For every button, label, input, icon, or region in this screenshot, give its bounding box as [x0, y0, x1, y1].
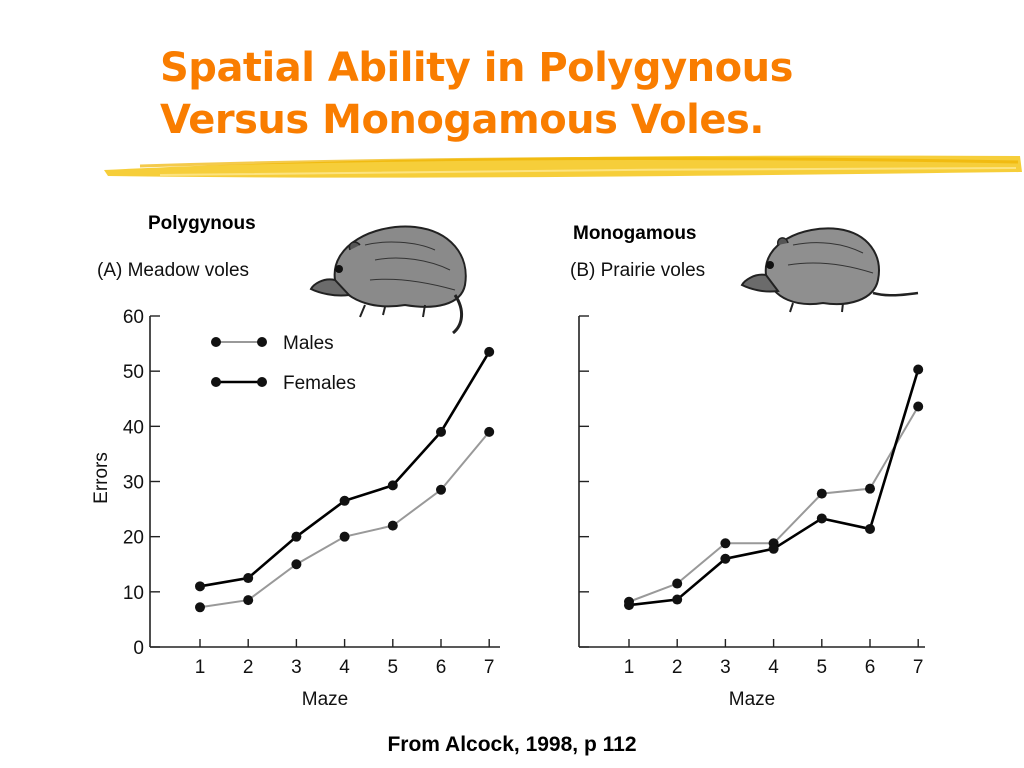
panel-0-x-tick-label: 3	[291, 657, 302, 678]
panel-0-x-tick-label: 7	[484, 657, 495, 678]
panel-0-title: (A) Meadow voles	[97, 260, 249, 281]
panel-0-series-females-point	[484, 346, 495, 357]
panel-1-series-males-point	[672, 578, 683, 589]
panel-1-series-females-point	[624, 600, 634, 611]
panel-1-series-females-point	[720, 553, 731, 564]
panel-0-series-females-point	[195, 581, 205, 592]
panel-0-series-males-point	[339, 531, 350, 542]
panel-0-series-females-point	[243, 573, 254, 584]
panel-1-series-males-line	[628, 405, 920, 603]
panel-0-series-females-point	[339, 495, 350, 506]
legend-females-marker-left	[211, 377, 221, 387]
panel-0-series-males-point	[195, 602, 205, 613]
panel-0-y-tick-label: 10	[123, 583, 144, 604]
legend-males-label: Males	[283, 333, 334, 354]
source-citation: From Alcock, 1998, p 112	[387, 733, 637, 756]
panel-0-series-males-point	[291, 559, 302, 570]
panel-1-series-females-line	[628, 369, 920, 607]
panel-1-x-tick-label: 4	[768, 657, 779, 678]
panel-0-series-males-point	[484, 426, 495, 437]
panel-1-x-tick-label: 5	[817, 657, 828, 678]
panel-1-series-males-point	[913, 401, 924, 412]
panel-1-x-axis-label: Maze	[729, 689, 775, 710]
panel-0-x-tick-label: 5	[388, 657, 399, 678]
prairie-vole-illustration	[740, 227, 919, 313]
panel-0-y-tick-label: 30	[123, 473, 144, 494]
panel-1-series-males-point	[865, 483, 875, 494]
panel-0-y-tick-label: 40	[123, 417, 144, 438]
panel-1-x-tick-label: 1	[624, 657, 635, 678]
slide-title: Spatial Ability in Polygynous Versus Mon…	[160, 42, 793, 146]
panel-0-series-males-point	[436, 484, 446, 495]
panel-0-y-tick-label: 50	[123, 362, 144, 383]
panel-0-x-tick-label: 6	[436, 657, 447, 678]
panel-1-series-females-point	[768, 543, 779, 554]
panel-0-series-males-line	[199, 431, 490, 609]
panel-0-y-tick-label: 60	[123, 307, 144, 328]
panel-1-series-females-point	[865, 523, 875, 534]
legend-males-marker-left	[211, 337, 221, 347]
panel-1-series-females-point	[913, 364, 924, 375]
panel-0-y-tick-label: 0	[133, 638, 144, 659]
panel-1-series-males-point	[816, 488, 827, 499]
legend-males-marker-right	[257, 337, 267, 347]
panel-1-series-females-point	[816, 513, 827, 524]
title-line-2: Versus Monogamous Voles.	[160, 97, 764, 143]
panel-1-series-males-point	[720, 538, 731, 549]
legend-females-marker-right	[257, 377, 267, 387]
legend-females-label: Females	[283, 373, 356, 394]
y-axis-label: Errors	[91, 452, 112, 504]
panel-1-x-tick-label: 2	[672, 657, 683, 678]
highlighter-stroke-decoration	[104, 155, 1022, 178]
meadow-vole-illustration	[309, 225, 467, 335]
panel-0-x-tick-label: 2	[243, 657, 254, 678]
panel-0-x-tick-label: 1	[195, 657, 206, 678]
panel-0-series-males-point	[243, 595, 254, 606]
panel-0-series-females-point	[291, 531, 302, 542]
panel-1-x-tick-label: 6	[865, 657, 876, 678]
panel-1-x-tick-label: 7	[913, 657, 924, 678]
panel-0-series-females-point	[387, 480, 398, 491]
panel-1-title: (B) Prairie voles	[570, 260, 705, 281]
label-polygynous: Polygynous	[148, 213, 256, 234]
panel-0-x-axis-label: Maze	[302, 689, 348, 710]
panel-1-x-tick-label: 3	[720, 657, 731, 678]
panel-0-series-females-point	[436, 426, 446, 437]
panel-0-x-tick-label: 4	[339, 657, 350, 678]
panel-0-y-tick-label: 20	[123, 528, 144, 549]
label-monogamous: Monogamous	[573, 223, 697, 244]
title-line-1: Spatial Ability in Polygynous	[160, 45, 793, 91]
panel-1-series-females-point	[672, 594, 683, 605]
panel-0-series-males-point	[387, 520, 398, 531]
